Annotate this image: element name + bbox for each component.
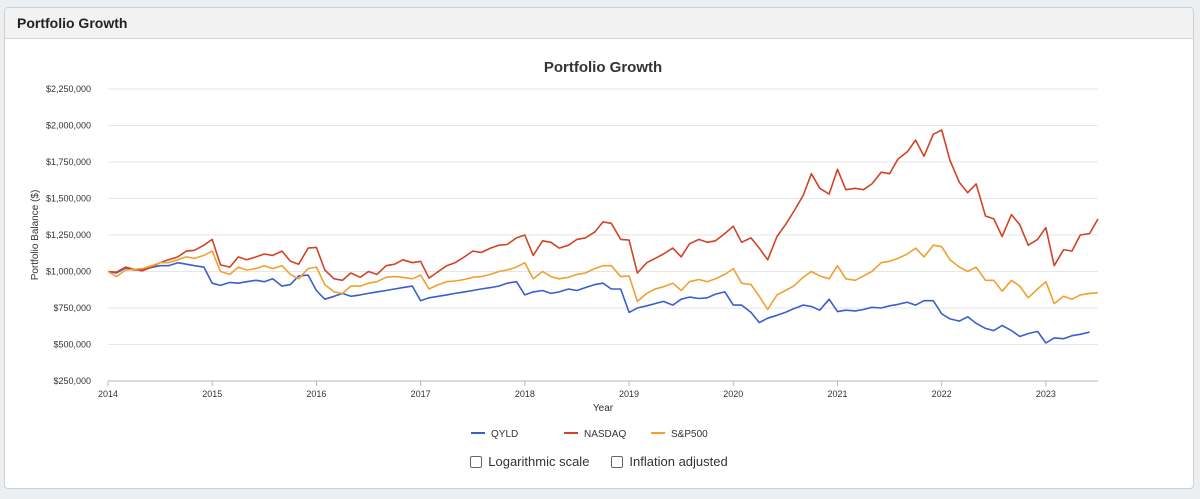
inflation-adjusted-checkbox[interactable] bbox=[611, 455, 624, 468]
y-tick-label: $250,000 bbox=[53, 376, 91, 386]
portfolio-growth-chart: Portfolio Growth $250,000 $500,000 $750,000… bbox=[30, 59, 1099, 440]
x-tick-label: 2022 bbox=[932, 389, 952, 399]
y-tick-label: $1,500,000 bbox=[46, 194, 91, 204]
inflation-adjusted-option[interactable]: Inflation adjusted bbox=[611, 454, 728, 469]
x-tick-label: 2021 bbox=[827, 389, 847, 399]
chart-options: Logarithmic scale Inflation adjusted bbox=[5, 454, 1193, 469]
y-axis-label: Portfolio Balance ($) bbox=[30, 190, 41, 281]
logarithmic-scale-label: Logarithmic scale bbox=[488, 454, 590, 469]
x-tick-label: 2014 bbox=[98, 389, 118, 399]
x-tick-label: 2018 bbox=[515, 389, 535, 399]
panel-title: Portfolio Growth bbox=[5, 8, 1193, 39]
x-tick-label: 2016 bbox=[306, 389, 326, 399]
logarithmic-scale-checkbox[interactable] bbox=[470, 455, 483, 468]
y-tick-label: $2,000,000 bbox=[46, 121, 91, 131]
y-tick-label: $2,250,000 bbox=[46, 84, 91, 94]
y-tick-label: $1,000,000 bbox=[46, 267, 91, 277]
logarithmic-scale-option[interactable]: Logarithmic scale bbox=[470, 454, 589, 469]
chart-title: Portfolio Growth bbox=[544, 59, 662, 76]
legend-label-nasdaq: NASDAQ bbox=[584, 429, 626, 440]
x-tick-label: 2019 bbox=[619, 389, 639, 399]
series-line-qyld bbox=[107, 261, 1090, 344]
legend-label-qyld: QYLD bbox=[491, 429, 518, 440]
legend-label-s-p500: S&P500 bbox=[671, 429, 708, 440]
y-tick-label: $750,000 bbox=[53, 303, 91, 313]
series-line-nasdaq bbox=[107, 129, 1099, 282]
y-tick-label: $1,250,000 bbox=[46, 230, 91, 240]
y-tick-label: $500,000 bbox=[53, 340, 91, 350]
x-axis-label: Year bbox=[593, 403, 614, 414]
portfolio-growth-panel: Portfolio Growth Portfolio Growth $250,00… bbox=[4, 7, 1194, 489]
x-tick-label: 2015 bbox=[202, 389, 222, 399]
x-tick-label: 2023 bbox=[1036, 389, 1056, 399]
inflation-adjusted-label: Inflation adjusted bbox=[629, 454, 728, 469]
x-tick-label: 2017 bbox=[411, 389, 431, 399]
series-line-s-p500 bbox=[107, 244, 1099, 311]
x-tick-label: 2020 bbox=[723, 389, 743, 399]
y-tick-label: $1,750,000 bbox=[46, 157, 91, 167]
